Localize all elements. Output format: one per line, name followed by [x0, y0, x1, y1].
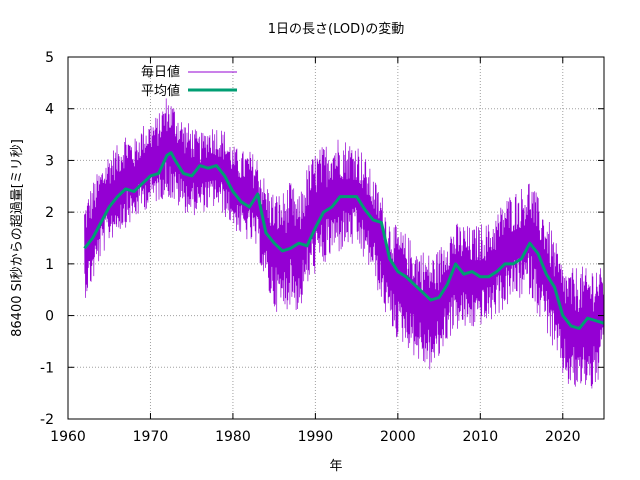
- y-tick-label: 2: [45, 205, 54, 221]
- x-axis-label: 年: [329, 459, 342, 474]
- x-tick-label: 1990: [298, 429, 334, 445]
- plot-border: [67, 56, 605, 420]
- x-tick-label: 1980: [215, 429, 251, 445]
- x-tick-label: 1960: [50, 429, 86, 445]
- y-tick-label: -2: [40, 412, 54, 428]
- y-tick-label: 5: [45, 50, 54, 66]
- y-tick-label: 0: [45, 309, 54, 325]
- x-tick-label: 2000: [380, 429, 416, 445]
- legend-label-mean: 平均値: [141, 83, 180, 99]
- daily-series: [84, 98, 605, 389]
- axis-ticks: 1960 1970 1980 1990 2000 2010 2020 -2 -1 0 1 2 3 4 5: [40, 50, 604, 445]
- mean-line: [83, 151, 605, 330]
- daily-line: [84, 98, 605, 389]
- legend: 毎日値 平均値: [141, 64, 237, 99]
- y-tick-label: 3: [45, 153, 54, 169]
- x-tick-label: 1970: [133, 429, 169, 445]
- legend-label-daily: 毎日値: [141, 64, 180, 80]
- x-tick-label: 2020: [545, 429, 581, 445]
- y-tick-label: 1: [45, 257, 54, 273]
- x-tick-label: 2010: [462, 429, 498, 445]
- y-tick-label: 4: [45, 102, 54, 118]
- chart-title: 1日の長さ(LOD)の変動: [268, 21, 404, 37]
- y-axis-label: 86400 SI秒からの超過量[ミリ秒]: [10, 139, 25, 337]
- y-tick-label: -1: [40, 360, 54, 376]
- mean-series: [83, 151, 605, 330]
